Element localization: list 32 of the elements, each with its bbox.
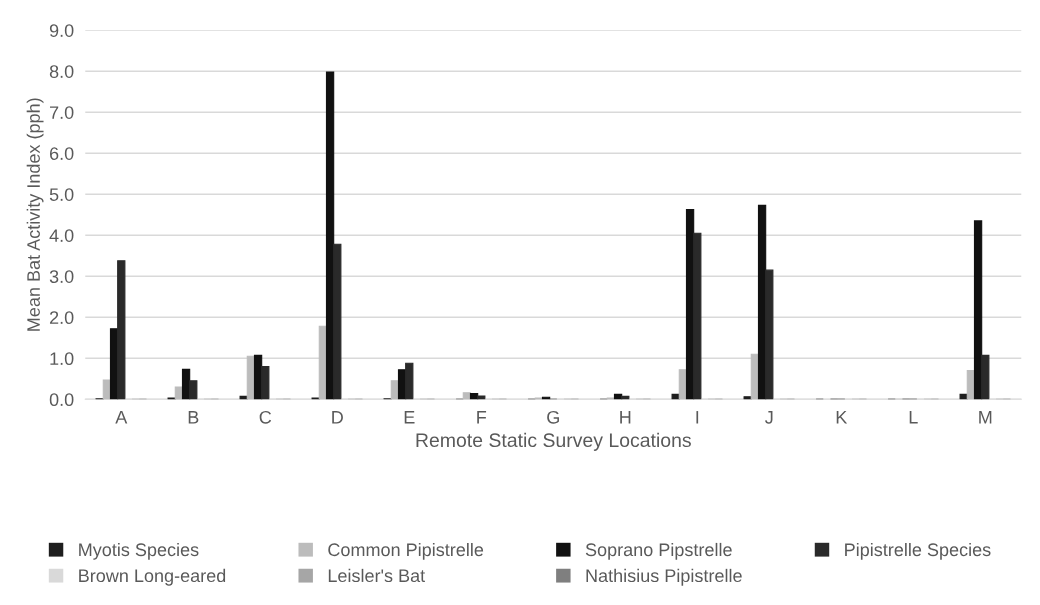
y-tick-label: 5.0 — [49, 188, 74, 201]
legend-label: Myotis Species — [79, 542, 199, 560]
x-tick-label: C — [259, 410, 272, 424]
y-tick-label: 9.0 — [49, 24, 74, 37]
y-tick-label: 0.0 — [49, 393, 74, 407]
legend-label: Common Pipistrelle — [328, 542, 484, 560]
x-tick-label: A — [115, 411, 128, 424]
x-tick-label: E — [404, 411, 415, 424]
x-axis-title: Remote Static Survey Locations — [416, 432, 691, 451]
x-tick-label: G — [547, 410, 559, 424]
x-tick-label: M — [979, 411, 992, 424]
x-tick-label: D — [332, 411, 343, 424]
y-tick-label: 6.0 — [49, 147, 74, 160]
y-tick-label: 1.0 — [50, 352, 74, 366]
x-tick-label: F — [477, 411, 487, 424]
x-tick-label: B — [188, 411, 199, 424]
x-tick-label: I — [696, 411, 699, 424]
x-tick-label: J — [765, 411, 773, 424]
y-tick-label: 3.0 — [49, 270, 74, 283]
y-tick-label: 2.0 — [49, 311, 74, 325]
legend-label: Brown Long-eared — [79, 568, 226, 586]
x-tick-label: L — [909, 411, 918, 424]
legend-label: Nathisius Pipistrelle — [586, 568, 742, 586]
y-tick-label: 7.0 — [50, 106, 74, 119]
y-tick-label: 4.0 — [49, 229, 74, 242]
y-axis-title: Mean Bat Activity Index (pph) — [26, 98, 44, 331]
legend-label: Pipistrelle Species — [845, 542, 991, 560]
legend-label: Soprano Pipstrelle — [585, 542, 732, 560]
legend-label: Leisler's Bat — [328, 568, 426, 583]
y-tick-label: 8.0 — [49, 65, 74, 78]
x-tick-label: K — [836, 411, 848, 424]
x-tick-label: H — [620, 411, 631, 424]
